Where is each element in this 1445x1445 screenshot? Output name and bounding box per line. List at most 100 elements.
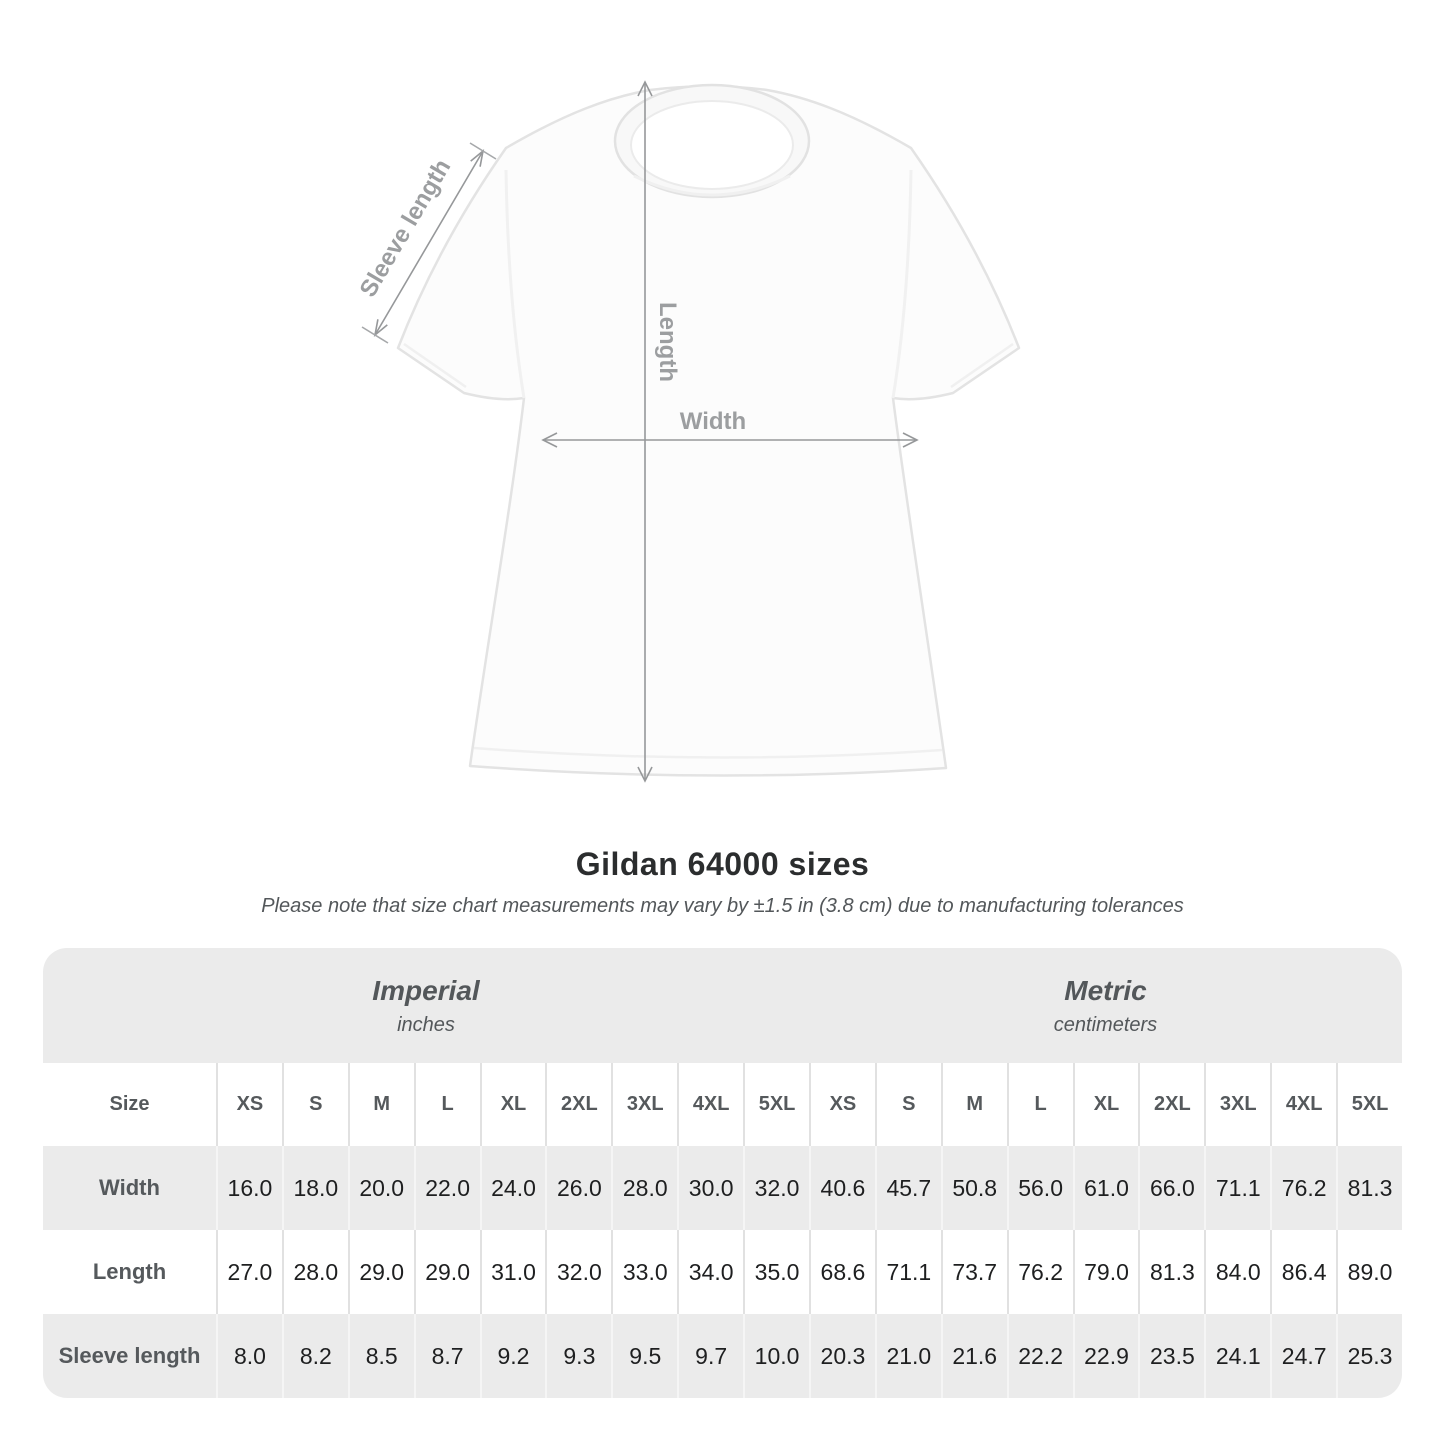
column-header-imperial-4xl: 4XL: [677, 1063, 744, 1146]
size-value-cell: 33.0: [611, 1230, 678, 1314]
size-value-cell: 16.0: [216, 1146, 282, 1230]
measurement-lines: [361, 80, 919, 783]
size-value-cell: 29.0: [413, 1230, 480, 1314]
size-value-cell: 26.0: [545, 1146, 612, 1230]
tshirt-body: [396, 85, 1021, 777]
column-header-imperial-xs: XS: [216, 1063, 282, 1146]
size-value-cell: 24.7: [1270, 1314, 1337, 1398]
column-header-metric-s: S: [874, 1063, 941, 1146]
size-value-cell: 20.0: [347, 1146, 414, 1230]
size-value-cell: 73.7: [940, 1230, 1007, 1314]
row-label: Width: [43, 1146, 216, 1230]
size-value-cell: 21.6: [940, 1314, 1007, 1398]
size-value-cell: 21.0: [874, 1314, 941, 1398]
size-value-cell: 27.0: [216, 1230, 282, 1314]
size-value-cell: 79.0: [1072, 1230, 1139, 1314]
column-header-metric-3xl: 3XL: [1204, 1063, 1271, 1146]
size-value-cell: 66.0: [1138, 1146, 1205, 1230]
row-label: Length: [43, 1230, 216, 1314]
tolerance-note: Please note that size chart measurements…: [261, 895, 1184, 917]
size-value-cell: 31.0: [479, 1230, 546, 1314]
size-column-header: Size: [43, 1063, 216, 1146]
column-header-imperial-l: L: [413, 1063, 480, 1146]
size-value-cell: 28.0: [281, 1230, 348, 1314]
length-arrow: [637, 80, 653, 783]
size-value-cell: 76.2: [1270, 1146, 1337, 1230]
size-value-cell: 25.3: [1336, 1314, 1402, 1398]
row-label: Sleeve length: [43, 1314, 216, 1398]
size-value-cell: 9.5: [611, 1314, 678, 1398]
size-value-cell: 20.3: [808, 1314, 875, 1398]
imperial-group-unit: inches: [397, 1013, 455, 1036]
size-value-cell: 34.0: [677, 1230, 744, 1314]
column-header-metric-4xl: 4XL: [1270, 1063, 1337, 1146]
size-value-cell: 71.1: [874, 1230, 941, 1314]
size-value-cell: 22.0: [413, 1146, 480, 1230]
size-value-cell: 32.0: [743, 1146, 809, 1230]
collar-inner: [630, 100, 794, 190]
size-value-cell: 9.2: [479, 1314, 546, 1398]
size-value-cell: 84.0: [1204, 1230, 1271, 1314]
tshirt-measurement-diagram: Sleeve length Length Width: [355, 80, 1021, 783]
column-header-metric-5xl: 5XL: [1336, 1063, 1402, 1146]
column-header-imperial-3xl: 3XL: [611, 1063, 678, 1146]
size-value-cell: 45.7: [874, 1146, 941, 1230]
column-header-imperial-2xl: 2XL: [545, 1063, 612, 1146]
size-value-cell: 81.3: [1336, 1146, 1402, 1230]
size-value-cell: 8.5: [347, 1314, 414, 1398]
page-title: Gildan 64000 sizes: [575, 846, 870, 882]
right-sleeve-seam: [891, 169, 913, 399]
metric-group-label: Metric: [1064, 974, 1147, 1006]
column-header-metric-xl: XL: [1072, 1063, 1139, 1146]
left-sleeve-seam: [504, 169, 526, 399]
size-value-cell: 9.7: [677, 1314, 744, 1398]
length-label: Length: [654, 302, 681, 382]
size-value-cell: 40.6: [808, 1146, 875, 1230]
size-value-cell: 28.0: [611, 1146, 678, 1230]
column-header-imperial-m: M: [347, 1063, 414, 1146]
size-value-cell: 8.7: [413, 1314, 480, 1398]
column-header-metric-m: M: [940, 1063, 1007, 1146]
left-cuff-stitch: [403, 342, 467, 389]
size-value-cell: 24.1: [1204, 1314, 1271, 1398]
sleeve-length-arrow: [361, 142, 497, 344]
width-arrow: [541, 432, 919, 448]
hem-stitch: [473, 746, 943, 759]
size-value-cell: 68.6: [808, 1230, 875, 1314]
column-header-imperial-5xl: 5XL: [743, 1063, 809, 1146]
metric-header-group: Metric centimeters: [808, 948, 1402, 1063]
size-value-cell: 22.9: [1072, 1314, 1139, 1398]
size-value-cell: 8.0: [216, 1314, 282, 1398]
size-value-cell: 30.0: [677, 1146, 744, 1230]
metric-group-unit: centimeters: [1053, 1013, 1158, 1036]
size-value-cell: 61.0: [1072, 1146, 1139, 1230]
tshirt-illustration: [396, 83, 1021, 777]
size-value-cell: 86.4: [1270, 1230, 1337, 1314]
width-label: Width: [680, 408, 746, 435]
size-value-cell: 76.2: [1006, 1230, 1073, 1314]
size-value-cell: 50.8: [940, 1146, 1007, 1230]
size-value-cell: 22.2: [1006, 1314, 1073, 1398]
size-value-cell: 18.0: [281, 1146, 348, 1230]
size-value-cell: 35.0: [743, 1230, 809, 1314]
size-value-cell: 81.3: [1138, 1230, 1205, 1314]
size-value-cell: 71.1: [1204, 1146, 1271, 1230]
size-value-cell: 32.0: [545, 1230, 612, 1314]
size-value-cell: 24.0: [479, 1146, 546, 1230]
column-header-imperial-xl: XL: [479, 1063, 546, 1146]
collar-shadow: [633, 174, 791, 197]
imperial-group-label: Imperial: [372, 974, 480, 1006]
imperial-header-group: Imperial inches: [43, 948, 809, 1063]
size-value-cell: 10.0: [743, 1314, 809, 1398]
right-cuff-stitch: [950, 342, 1014, 389]
size-value-cell: 29.0: [347, 1230, 414, 1314]
column-header-imperial-s: S: [281, 1063, 348, 1146]
size-value-cell: 9.3: [545, 1314, 612, 1398]
size-value-cell: 8.2: [281, 1314, 348, 1398]
size-value-cell: 23.5: [1138, 1314, 1205, 1398]
size-value-cell: 89.0: [1336, 1230, 1402, 1314]
column-header-metric-xs: XS: [808, 1063, 875, 1146]
size-value-cell: 56.0: [1006, 1146, 1073, 1230]
column-header-metric-l: L: [1006, 1063, 1073, 1146]
